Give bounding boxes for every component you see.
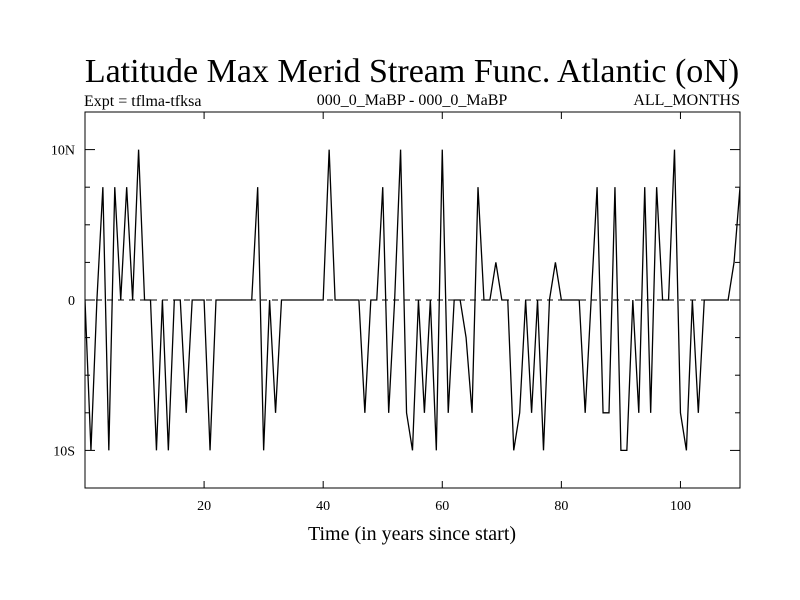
x-axis: 20 40 60 80 100	[197, 112, 691, 514]
subtitle-left: Expt = tflma-tfksa	[84, 93, 201, 110]
y-axis: 10S 0 10N	[51, 144, 740, 459]
series-layer	[85, 149, 740, 452]
subtitle-right: ALL_MONTHS	[633, 92, 740, 109]
x-tick-label: 60	[435, 499, 449, 514]
x-tick-label: 20	[197, 499, 211, 514]
y-tick-label: 10N	[51, 144, 75, 159]
y-tick-label: 0	[68, 294, 75, 309]
subtitle-center: 000_0_MaBP - 000_0_MaBP	[317, 92, 508, 109]
series-line	[85, 149, 740, 452]
chart-title: Latitude Max Merid Stream Func. Atlantic…	[85, 53, 739, 90]
x-tick-label: 100	[670, 499, 691, 514]
x-tick-label: 40	[316, 499, 330, 514]
y-tick-label: 10S	[53, 444, 75, 459]
x-tick-label: 80	[554, 499, 568, 514]
x-axis-label: Time (in years since start)	[308, 523, 516, 545]
